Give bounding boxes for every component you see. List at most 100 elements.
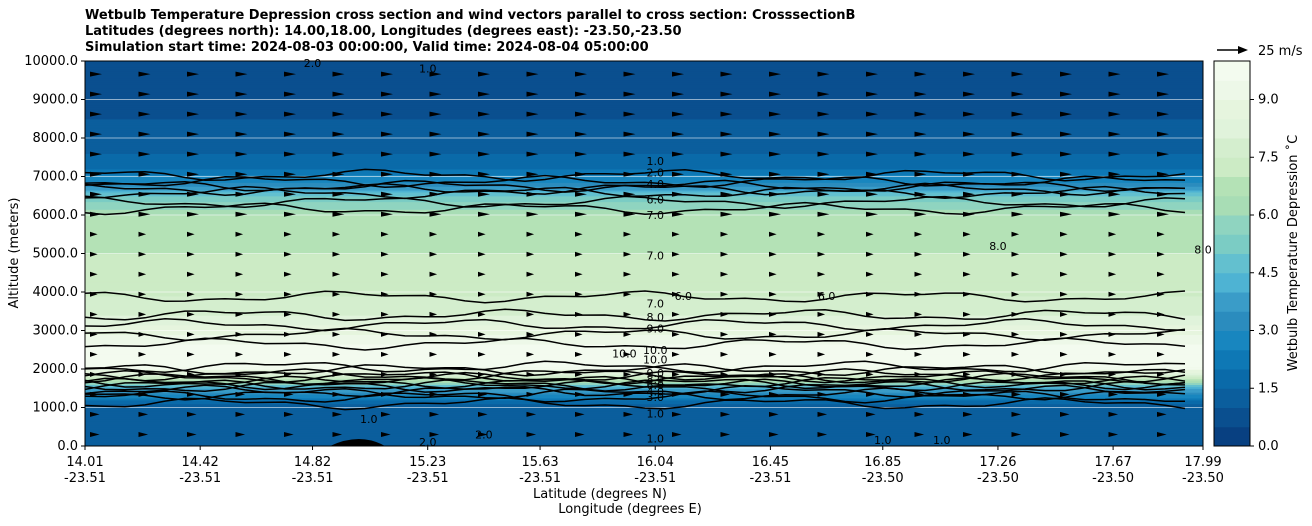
wind-vector [381,391,391,397]
wind-vector [235,91,248,97]
contour-labels: 1.02.04.06.07.07.07.08.09.010.010.0 10.09… [304,57,1212,449]
wind-vector [478,331,486,337]
wind-vector [963,91,975,97]
wind-vector [817,331,826,337]
y-tick-label: 0.0 [57,439,78,454]
wind-vector [720,351,729,357]
wind-vector [817,91,830,97]
wind-vector [1157,331,1165,337]
wind-vector [235,71,248,77]
wind-vector [720,251,729,257]
field-band [85,189,1203,193]
contour-label: 2.0 [475,428,493,441]
wind-vector [1011,331,1020,337]
wind-vector [866,431,876,437]
wind-vector [1060,391,1070,397]
wind-vector [90,251,98,257]
wind-vector [1157,71,1169,77]
field-band [85,70,1203,74]
wind-vector [672,131,684,137]
wind-vector [866,351,874,357]
wind-vector [1108,331,1117,337]
wind-vector [963,311,971,317]
wind-vector [429,411,440,417]
wind-key-arrowhead [1238,46,1248,54]
field-band [85,409,1203,412]
contour-lines [85,168,1186,411]
wind-vector [817,271,826,277]
field-band [85,103,1203,106]
y-tick-label: 4000.0 [33,285,79,300]
wind-vector [1206,352,1214,357]
wind-vector [914,231,923,237]
field-band [85,230,1203,233]
wind-vector [381,191,393,197]
wind-key-label: 25 m/s [1258,44,1303,59]
wind-vector [769,131,781,137]
wind-vector [575,391,585,397]
wind-vector [1060,311,1068,317]
field-band [85,226,1203,230]
wind-vector [672,431,682,437]
wind-vector [817,431,828,437]
wind-vector [672,191,684,197]
wind-vector [381,211,393,217]
wind-vector [478,411,488,417]
wind-vector [623,391,634,397]
field-band [85,118,1203,122]
wind-vector [720,371,729,377]
wind-vector [332,131,345,137]
wind-vector [720,131,733,137]
colorbar-label: Wetbulb Temperature Depression ˚C [1285,135,1301,372]
field-band [85,197,1203,201]
field-band [85,209,1203,212]
wind-vector [769,231,777,237]
wind-vector [817,391,828,397]
wind-vector [575,111,587,117]
field-band [85,138,1203,141]
wind-vector [720,211,733,217]
wind-vector [90,131,102,137]
field-band [85,388,1203,391]
wind-vector [623,191,636,197]
x-tick-label-lat: 16.04 [637,455,674,470]
field-band [85,199,1203,203]
field-band [85,182,1203,185]
wind-vector [187,251,195,257]
contour-line [85,201,1186,216]
wind-vector [1157,411,1167,417]
field-band [85,266,1203,270]
field-band [85,218,1203,222]
wind-vector [817,71,830,77]
wind-vector [90,211,102,217]
wind-vector [90,71,102,77]
wind-vector [623,431,634,437]
wind-vector [866,211,878,217]
wind-vector [914,431,925,437]
field-band [85,261,1203,264]
colorbar-tick-label: 4.5 [1258,266,1279,281]
contour-label: 7.0 [646,209,664,222]
field-band [85,72,1203,76]
field-band [85,216,1203,220]
wind-vector [1011,71,1024,77]
field-band [85,349,1203,353]
field-band [85,405,1203,409]
wind-vector [769,271,777,277]
colorbar-segment [1214,234,1250,254]
wind-vector [1011,311,1020,317]
wind-vector [1157,191,1169,197]
field-band [85,241,1203,245]
wind-vector [90,231,98,237]
wind-vector [769,91,781,97]
field-band [85,403,1203,407]
wind-vector [1108,231,1117,237]
wind-vector [284,331,292,337]
wind-vector [1157,391,1167,397]
wind-vector [187,351,195,357]
contour-line [85,195,1186,209]
wind-vector [623,251,632,257]
wind-vector [914,331,923,337]
x-tick-label-lon: -23.50 [862,471,904,486]
contour-line [85,318,1186,332]
